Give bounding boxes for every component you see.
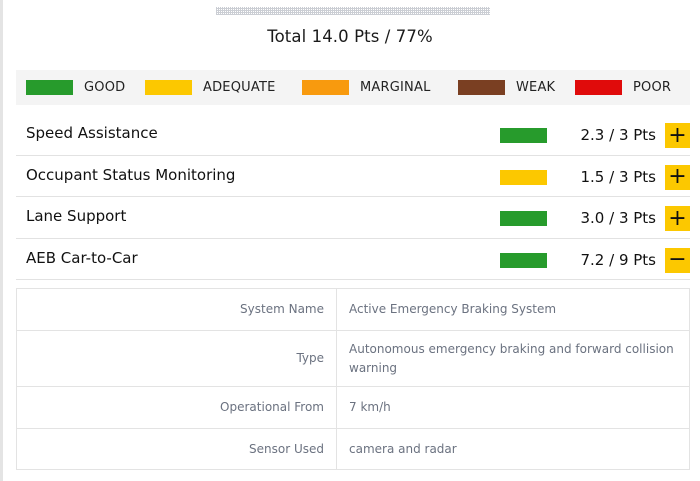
rating-bar-good	[500, 128, 547, 143]
rating-bar-adequate	[500, 169, 547, 185]
rating-bar-good	[500, 211, 547, 226]
legend-item-poor: POOR	[575, 80, 671, 95]
details-row-sensor-used: Sensor Used camera and radar	[16, 428, 690, 470]
details-row-operational-from: Operational From 7 km/h	[16, 386, 690, 429]
legend-item-marginal: MARGINAL	[302, 80, 431, 95]
expand-plus-icon[interactable]: +	[665, 123, 690, 148]
row-score: 1.5 / 3 Pts	[580, 167, 657, 186]
poor-swatch	[575, 80, 622, 95]
legend-label: WEAK	[516, 80, 556, 95]
details-key: Type	[16, 330, 337, 387]
left-border	[0, 0, 3, 481]
legend-item-weak: WEAK	[458, 80, 555, 95]
legend-label: ADEQUATE	[203, 80, 276, 95]
expand-plus-icon[interactable]: +	[665, 164, 690, 190]
assessment-row-occupant-status-monitoring[interactable]: Occupant Status Monitoring 1.5 / 3 Pts +	[16, 156, 690, 197]
total-score: Total 14.0 Pts / 77%	[267, 27, 433, 46]
legend-item-good: GOOD	[26, 80, 125, 95]
assessment-row-speed-assistance[interactable]: Speed Assistance 2.3 / 3 Pts +	[16, 114, 690, 156]
assessment-row-aeb-car-to-car[interactable]: AEB Car-to-Car 7.2 / 9 Pts −	[16, 239, 690, 280]
assessment-list: Speed Assistance 2.3 / 3 Pts + Occupant …	[16, 114, 690, 280]
details-key: System Name	[16, 288, 337, 331]
legend-label: MARGINAL	[360, 80, 431, 95]
details-value: Active Emergency Braking System	[336, 288, 690, 331]
row-score: 2.3 / 3 Pts	[580, 126, 657, 144]
legend-item-adequate: ADEQUATE	[145, 80, 276, 95]
details-row-type: Type Autonomous emergency braking and fo…	[16, 330, 690, 387]
assessment-row-lane-support[interactable]: Lane Support 3.0 / 3 Pts +	[16, 197, 690, 239]
weak-swatch	[458, 80, 505, 95]
aeb-details-table: System Name Active Emergency Braking Sys…	[16, 288, 690, 470]
details-key: Sensor Used	[16, 428, 337, 470]
expand-plus-icon[interactable]: +	[665, 206, 690, 231]
row-label: Speed Assistance	[26, 124, 158, 142]
row-label: AEB Car-to-Car	[26, 248, 138, 267]
row-label: Lane Support	[26, 207, 127, 225]
row-score: 3.0 / 3 Pts	[580, 209, 657, 227]
details-row-system-name: System Name Active Emergency Braking Sys…	[16, 288, 690, 331]
details-value: Autonomous emergency braking and forward…	[336, 330, 690, 387]
details-key: Operational From	[16, 386, 337, 429]
good-swatch	[26, 80, 73, 95]
rating-bar-good	[500, 252, 547, 268]
marginal-swatch	[302, 80, 349, 95]
collapse-minus-icon[interactable]: −	[665, 247, 690, 273]
row-label: Occupant Status Monitoring	[26, 165, 236, 184]
rating-legend: GOOD ADEQUATE MARGINAL WEAK POOR	[16, 70, 690, 105]
row-score: 7.2 / 9 Pts	[580, 250, 657, 269]
legend-label: POOR	[633, 80, 672, 95]
legend-label: GOOD	[84, 80, 126, 95]
details-value: 7 km/h	[336, 386, 690, 429]
adequate-swatch	[145, 80, 192, 95]
details-value: camera and radar	[336, 428, 690, 470]
header-image-placeholder	[216, 7, 490, 15]
